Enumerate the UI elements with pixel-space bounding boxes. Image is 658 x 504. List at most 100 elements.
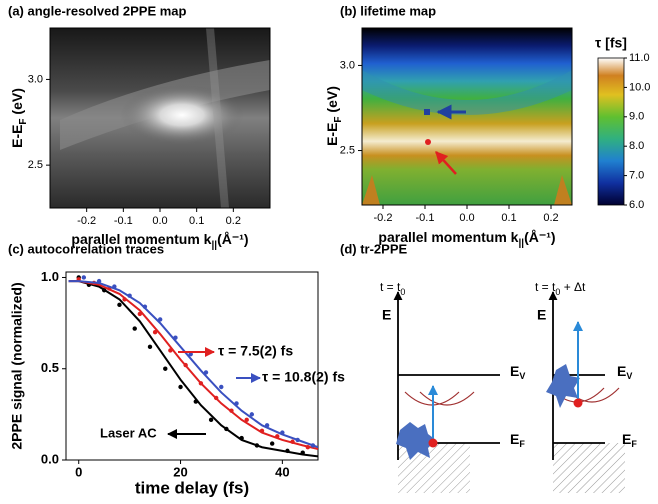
- plot-area: [68, 275, 318, 458]
- data-point: [249, 412, 255, 417]
- time-tail: + Δt: [560, 280, 586, 294]
- diagram: (d) tr-2PPE t = t0 E EV EF t = t0 + Δt E…: [340, 241, 637, 493]
- time-label: t = t: [380, 280, 401, 294]
- energy-label: E: [382, 307, 391, 323]
- x-tick-label: -0.1: [416, 212, 435, 224]
- x-tick-label: 0.1: [501, 212, 516, 224]
- svg-text:E-EF (eV): E-EF (eV): [9, 88, 29, 148]
- panel-title: (d) tr-2PPE: [340, 241, 408, 256]
- axis-label-part: ||: [518, 238, 524, 249]
- x-tick-label: 20: [173, 464, 187, 479]
- svg-text:EV: EV: [510, 363, 525, 382]
- svg-text:EV: EV: [617, 363, 632, 382]
- axis-label-part: F: [333, 116, 344, 122]
- x-tick-label: -0.2: [374, 212, 393, 224]
- x-tick-label: 0.2: [226, 215, 241, 227]
- marker-square: [424, 109, 430, 115]
- data-point: [269, 441, 275, 446]
- svg-text:parallel momentum k||(Å⁻¹): parallel momentum k||(Å⁻¹): [71, 231, 248, 251]
- x-tick-label: -0.1: [114, 215, 133, 227]
- data-point: [208, 417, 214, 423]
- axis-label-part: (eV): [9, 88, 25, 118]
- x-tick-label: -0.2: [77, 215, 96, 227]
- time-sub: 0: [555, 287, 560, 297]
- axis-label-part: ||: [211, 240, 217, 251]
- y-tick-label: 2.5: [340, 144, 355, 156]
- x-tick-label: 0.2: [543, 212, 558, 224]
- plot-frame: [65, 271, 319, 461]
- svg-text:EF: EF: [510, 431, 525, 450]
- axis-label-part: E-E: [324, 123, 340, 146]
- level-label: E: [510, 363, 519, 379]
- arrow: [435, 151, 457, 175]
- colorbar-tick-label: 6.0: [629, 199, 644, 211]
- colorbar-tick-label: 8.0: [629, 140, 644, 152]
- fit-line: [68, 280, 318, 451]
- fit-line: [68, 280, 318, 458]
- series-label: τ = 7.5(2) fs: [218, 343, 293, 359]
- axis-label-part: parallel momentum k: [71, 231, 211, 247]
- x-tick-label: 0.0: [459, 212, 474, 224]
- y-tick-label: 3.0: [340, 59, 355, 71]
- axis-label-part: (eV): [324, 86, 340, 116]
- x-tick-label: 0: [75, 464, 82, 479]
- panel-title: (b) lifetime map: [340, 3, 436, 18]
- marker-dot: [425, 139, 431, 145]
- level-sub: F: [519, 439, 525, 449]
- y-tick-label: 2.5: [28, 159, 43, 171]
- level-label: E: [617, 363, 626, 379]
- series-label: Laser AC: [100, 425, 157, 440]
- series-label: τ = 10.8(2) fs: [262, 369, 345, 385]
- y-tick-label: 0.0: [41, 451, 59, 466]
- level-label: E: [622, 431, 631, 447]
- svg-text:t = t0 + Δt: t = t0 + Δt: [535, 280, 586, 297]
- data-point: [244, 417, 249, 423]
- x-tick-label: 0.1: [189, 215, 204, 227]
- y-tick-label: 3.0: [28, 73, 43, 85]
- colorbar-tick-label: 10.0: [629, 81, 650, 93]
- data-point: [178, 384, 183, 390]
- data-point: [117, 302, 122, 308]
- colorbar: [597, 57, 625, 206]
- axis-label-part: (Å⁻¹): [217, 231, 249, 247]
- level-label: E: [510, 431, 519, 447]
- data-point: [163, 366, 168, 371]
- y-tick-label: 1.0: [41, 269, 59, 284]
- svg-text:EF: EF: [622, 431, 637, 450]
- data-point: [219, 384, 224, 390]
- data-point: [188, 351, 193, 357]
- x-axis-label: time delay (fs): [135, 478, 249, 497]
- level-sub: V: [519, 371, 525, 381]
- heatmap-image: [362, 28, 625, 206]
- level-sub: V: [626, 371, 632, 381]
- colorbar-tick-label: 7.0: [629, 170, 644, 182]
- data-point: [147, 344, 153, 350]
- axis-label-part: F: [18, 118, 29, 124]
- colorbar-tick-label: 9.0: [629, 111, 644, 123]
- svg-text:parallel momentum k||(Å⁻¹): parallel momentum k||(Å⁻¹): [378, 229, 555, 249]
- x-tick-label: 40: [275, 464, 289, 479]
- axis-label-part: E-E: [9, 125, 25, 148]
- panel-title: (a) angle-resolved 2PPE map: [8, 3, 187, 18]
- x-tick-label: 0.0: [152, 215, 167, 227]
- axis-label-part: (Å⁻¹): [524, 229, 556, 245]
- axis-label-part: parallel momentum k: [378, 229, 518, 245]
- colorbar-label: τ [fs]: [595, 35, 627, 51]
- data-point: [152, 330, 158, 335]
- svg-text:t = t0: t = t0: [380, 280, 405, 297]
- colorbar-tick-label: 11.0: [629, 52, 650, 64]
- y-tick-label: 0.5: [41, 360, 59, 375]
- time-label: t = t: [535, 280, 556, 294]
- data-point: [157, 317, 163, 322]
- time-sub: 0: [400, 287, 405, 297]
- energy-label: E: [537, 307, 546, 323]
- y-axis-label: 2PPE signal (normalized): [9, 282, 25, 449]
- data-point: [132, 326, 137, 331]
- data-point: [81, 275, 87, 280]
- panel-title: (c) autocorrelation traces: [8, 241, 164, 256]
- svg-text:E-EF (eV): E-EF (eV): [324, 86, 344, 146]
- level-sub: F: [631, 439, 637, 449]
- heatmap-image: [50, 27, 270, 209]
- fit-line: [68, 280, 318, 449]
